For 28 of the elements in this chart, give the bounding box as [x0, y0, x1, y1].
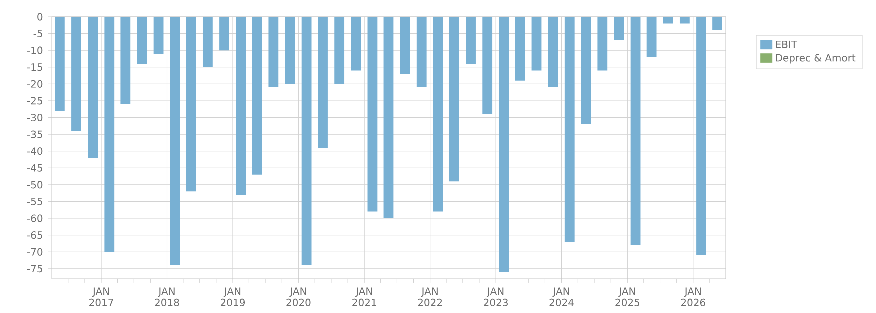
x-tick-label: JAN 2023 [484, 288, 508, 306]
y-tick-label: -75 [27, 265, 42, 273]
x-tick-label: JAN 2020 [286, 288, 311, 306]
y-tick-label: -45 [27, 164, 42, 172]
y-tick-label: -55 [27, 198, 42, 206]
x-tick-label: JAN 2019 [220, 288, 245, 306]
y-tick-label: 0 [38, 13, 43, 21]
y-tick-label: -70 [27, 248, 43, 256]
x-tick-label: JAN 2018 [155, 288, 180, 306]
legend-label: Deprec & Amort [776, 54, 856, 64]
x-tick-label: JAN 2022 [418, 288, 442, 306]
y-tick-label: -25 [27, 97, 42, 105]
y-tick-label: -40 [27, 148, 43, 156]
y-tick-label: -5 [34, 30, 42, 38]
y-tick-label: -60 [27, 214, 43, 222]
x-tick-label: JAN 2026 [681, 288, 706, 306]
y-tick-label: -50 [27, 181, 43, 189]
y-tick-label: -35 [27, 130, 42, 138]
y-tick-label: -20 [27, 80, 43, 88]
x-tick-label: JAN 2024 [550, 288, 574, 306]
legend-label: EBIT [776, 40, 798, 48]
y-tick-label: -30 [27, 114, 43, 122]
y-tick-label: -15 [27, 64, 42, 72]
x-tick-label: JAN 2021 [352, 288, 376, 306]
x-tick-label: JAN 2017 [90, 288, 114, 306]
y-tick-label: -10 [27, 46, 43, 54]
x-tick-label: JAN 2025 [616, 288, 640, 306]
y-tick-label: -65 [27, 232, 42, 240]
